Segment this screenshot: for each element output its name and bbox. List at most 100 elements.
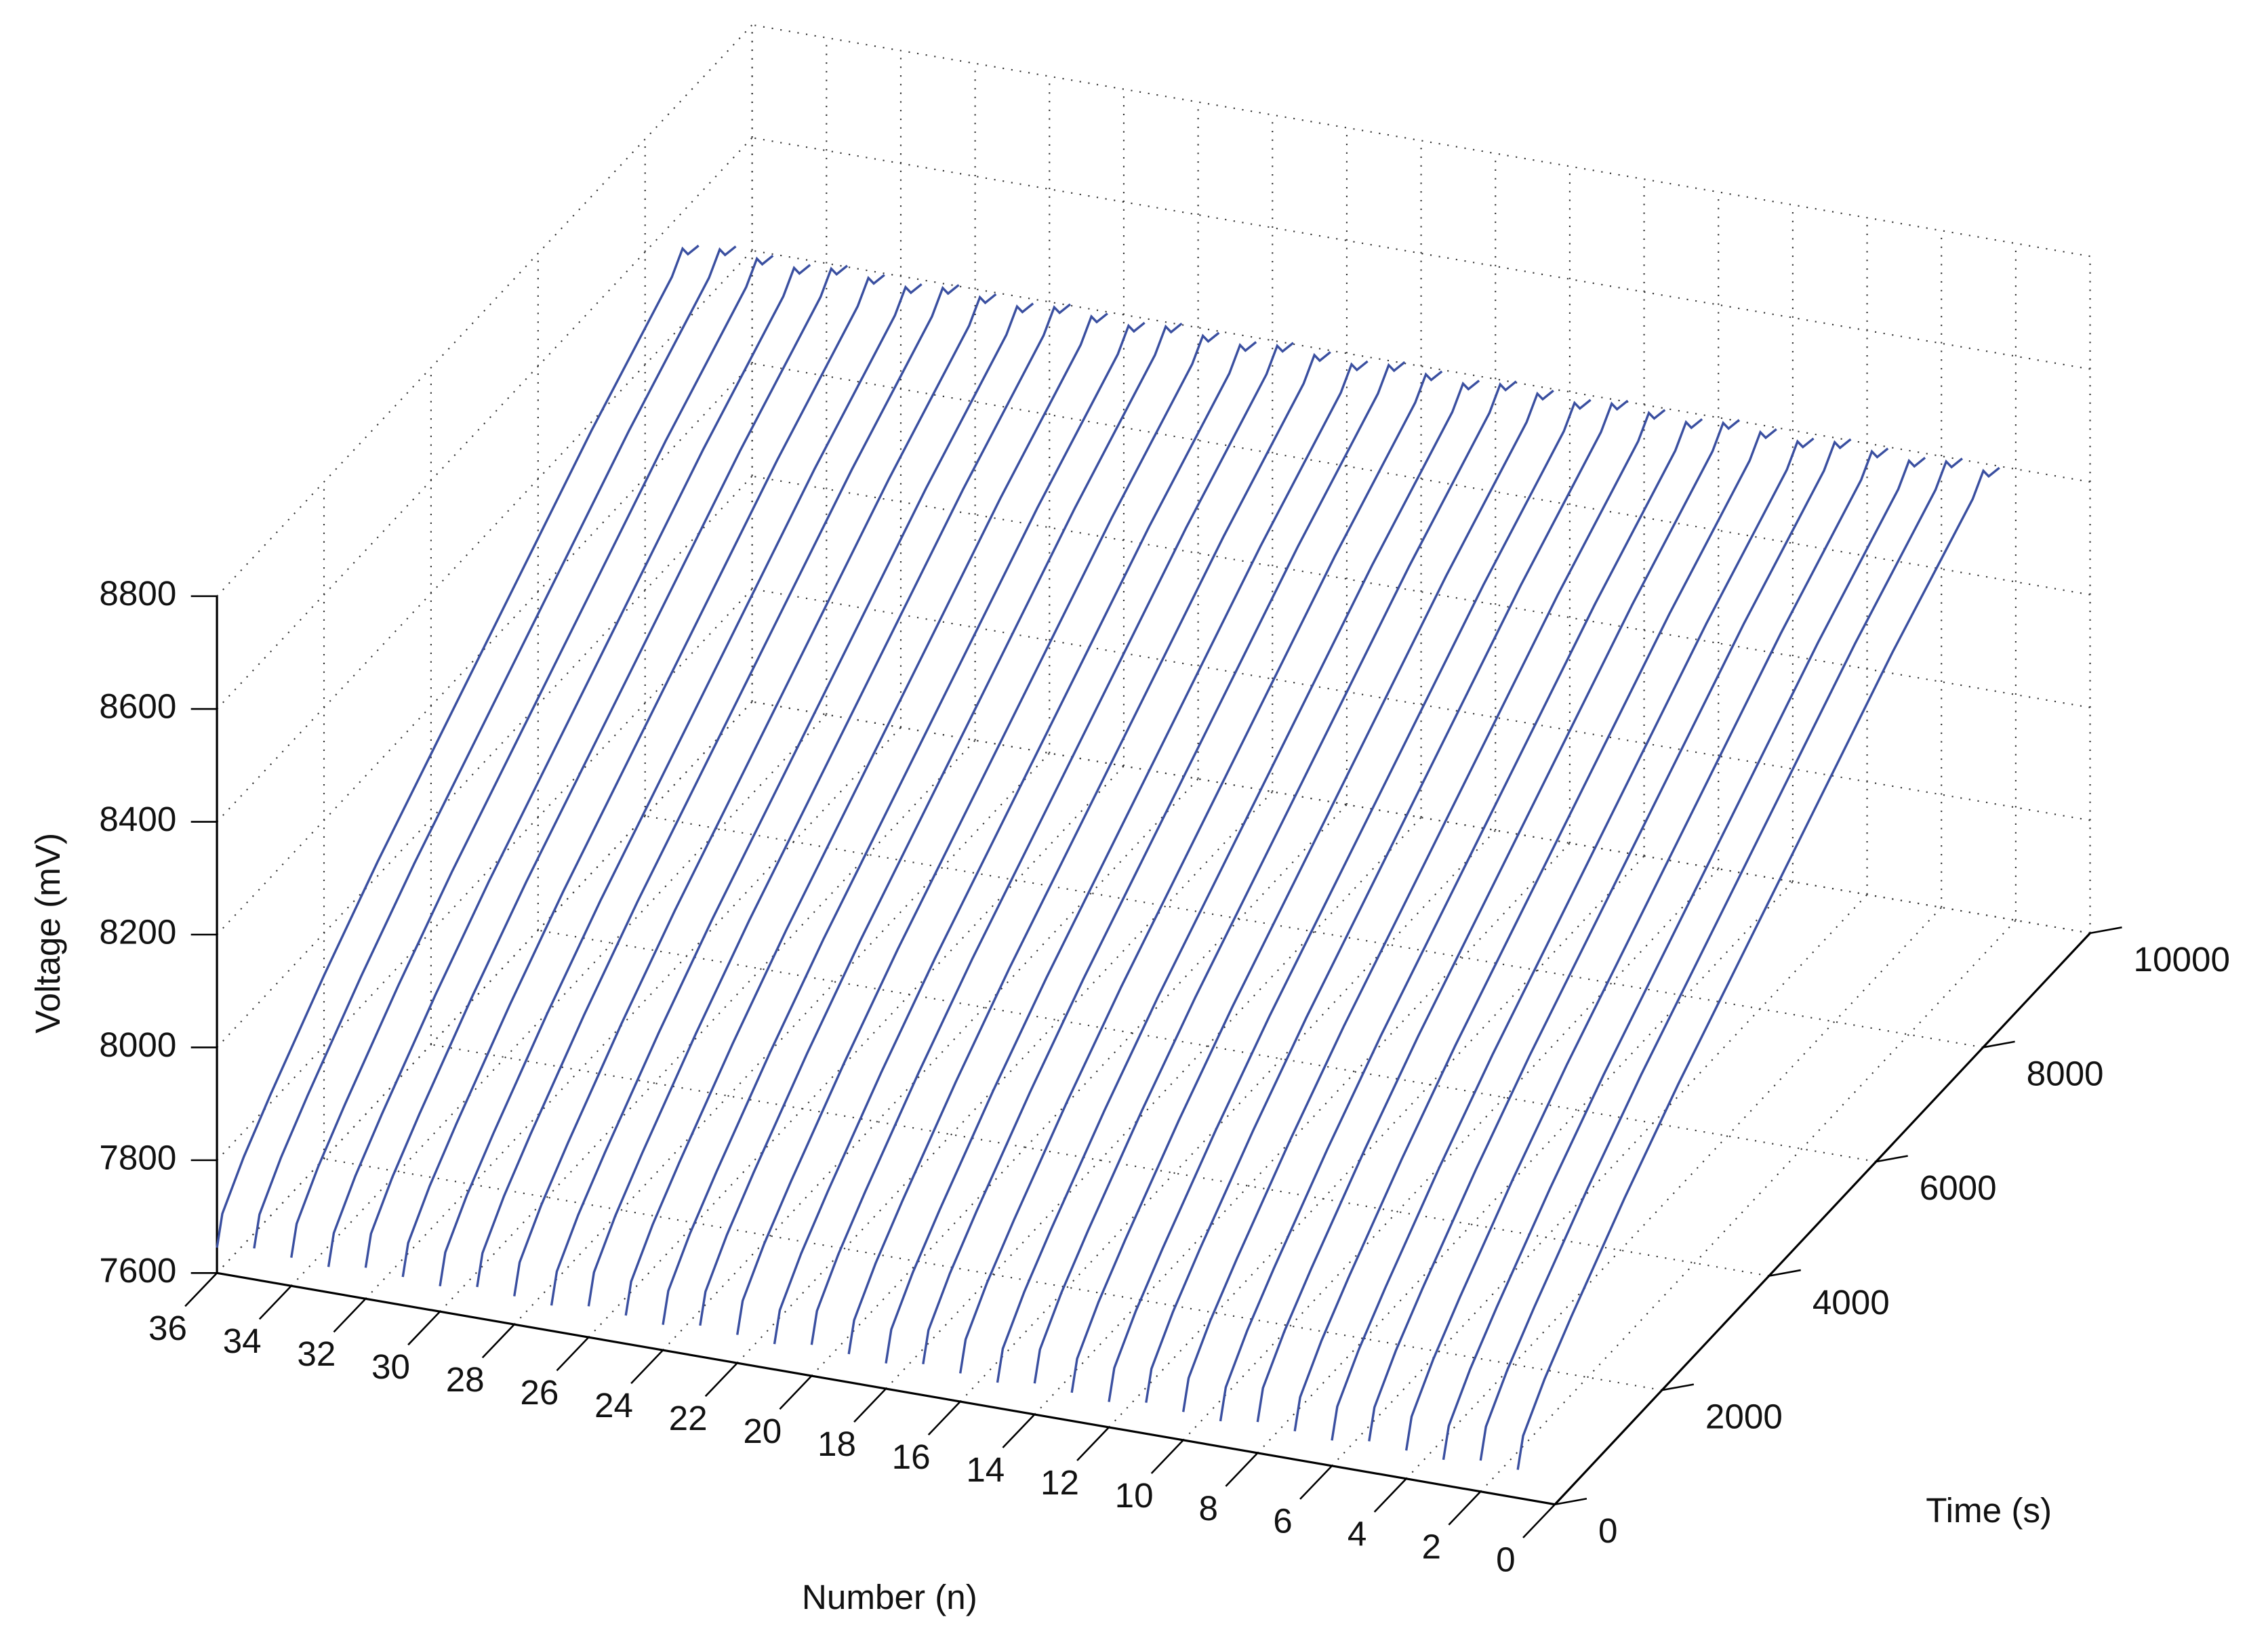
tick-mark — [630, 1349, 664, 1385]
grid-line — [216, 137, 753, 710]
curve — [624, 312, 1108, 1316]
tick-mark — [184, 1272, 218, 1307]
curve — [810, 342, 1295, 1345]
tick-mark — [1002, 1414, 1036, 1448]
tick-mark — [779, 1375, 813, 1410]
z-tick-label: 4 — [1348, 1515, 1366, 1553]
z-tick-label: 10 — [1115, 1476, 1154, 1515]
tick-mark — [481, 1324, 515, 1359]
grid-line — [538, 929, 1876, 1163]
grid-line — [885, 817, 1422, 1389]
grid-line — [752, 701, 2090, 934]
grid-line — [662, 778, 1199, 1351]
curve — [439, 283, 923, 1287]
curve — [550, 302, 1034, 1306]
tick-mark — [1661, 1383, 1695, 1391]
curve — [216, 245, 700, 1248]
curve — [1033, 380, 1518, 1384]
z-tick-label: 0 — [1496, 1541, 1515, 1579]
z-tick-label: 28 — [446, 1360, 485, 1399]
curve — [1293, 428, 1777, 1432]
grid-line — [290, 714, 828, 1287]
curve — [773, 341, 1257, 1345]
x-tick-label: 4000 — [1813, 1283, 1890, 1322]
tick-mark — [556, 1337, 590, 1372]
y-tick-label: 8800 — [99, 574, 176, 613]
curve — [327, 264, 811, 1267]
tick-mark — [1373, 1477, 1407, 1513]
curve — [922, 361, 1406, 1365]
z-tick-label: 14 — [966, 1450, 1005, 1489]
grid-line — [752, 701, 2090, 934]
grid-line — [1257, 881, 1794, 1454]
grid-line — [736, 791, 1274, 1364]
z-tick-label: 16 — [892, 1437, 931, 1476]
curve — [587, 303, 1072, 1307]
z-tick-label: 18 — [817, 1425, 856, 1463]
grid-line — [513, 752, 1051, 1325]
curve — [1219, 418, 1703, 1422]
y-tick-label: 8200 — [99, 913, 176, 952]
grid-line — [1182, 868, 1720, 1441]
curve — [1331, 437, 1815, 1441]
y-tick-label: 8400 — [99, 800, 176, 838]
x-axis-label: Time (s) — [1926, 1491, 2052, 1530]
curve — [1479, 457, 1963, 1461]
grid-line — [752, 588, 2090, 821]
tick-mark — [1522, 1503, 1556, 1538]
z-tick-label: 20 — [743, 1412, 782, 1450]
axis-line — [1554, 932, 2091, 1505]
z-tick-label: 8 — [1199, 1489, 1218, 1528]
grid-line — [645, 815, 1983, 1048]
tick-mark — [1150, 1440, 1184, 1474]
tick-mark — [1554, 1497, 1587, 1506]
curve — [996, 380, 1480, 1383]
grid-line — [752, 137, 2090, 370]
y-tick-label: 7600 — [99, 1251, 176, 1290]
grid-line — [752, 475, 2090, 709]
tick-mark — [1876, 1155, 1908, 1163]
grid-line — [439, 739, 976, 1312]
z-tick-label: 36 — [148, 1309, 187, 1347]
y-tick-label: 8600 — [99, 687, 176, 726]
curve — [1070, 390, 1554, 1393]
tick-mark — [1983, 1040, 2015, 1048]
curve — [847, 351, 1331, 1355]
tick-mark — [1448, 1490, 1482, 1526]
y-tick-label: 7800 — [99, 1138, 176, 1177]
grid-line — [1108, 855, 1645, 1428]
curve — [513, 293, 997, 1297]
tick-mark — [2090, 926, 2122, 935]
z-tick-label: 12 — [1040, 1463, 1079, 1502]
tick-mark — [333, 1298, 367, 1333]
curve — [1404, 447, 1889, 1451]
tick-mark — [704, 1362, 738, 1398]
curve — [1442, 457, 1926, 1461]
grid-line — [959, 830, 1497, 1402]
curve — [699, 323, 1183, 1326]
tick-mark — [258, 1285, 292, 1320]
tick-mark — [407, 1311, 441, 1346]
grid-line — [1331, 894, 1868, 1467]
curve — [1256, 419, 1741, 1423]
tick-mark — [1076, 1427, 1110, 1461]
grid-line — [430, 1044, 1769, 1277]
curve — [662, 321, 1146, 1325]
z-tick-label: 24 — [594, 1386, 633, 1425]
y-tick-label: 8000 — [99, 1025, 176, 1064]
curve — [885, 360, 1369, 1364]
y-axis-label: Voltage (mV) — [28, 833, 67, 1034]
grid-line — [216, 588, 753, 1161]
curve — [290, 254, 774, 1258]
curve — [1181, 409, 1666, 1412]
x-tick-label: 8000 — [2027, 1055, 2104, 1093]
grid-line — [216, 475, 753, 1048]
grid-line — [216, 363, 753, 935]
grid-line — [1405, 907, 1942, 1480]
z-axis-label: Number (n) — [802, 1578, 977, 1616]
grid-line — [216, 24, 753, 597]
curve — [1108, 399, 1592, 1402]
grid-line — [1480, 920, 2017, 1492]
